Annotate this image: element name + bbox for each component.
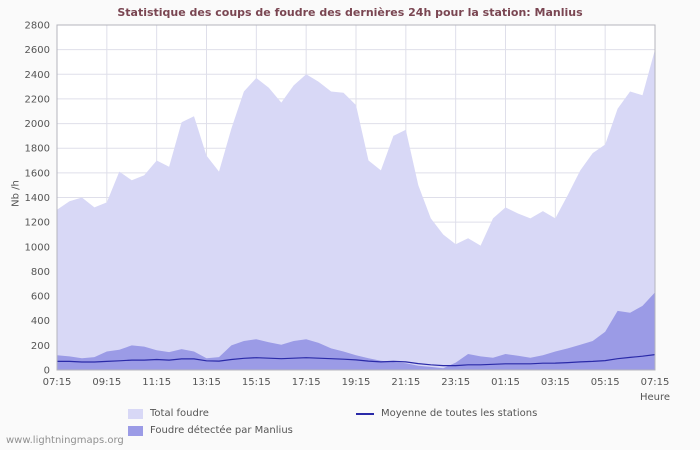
legend-item-moyenne-stations: Moyenne de toutes les stations — [356, 405, 537, 422]
svg-text:07:15: 07:15 — [641, 377, 670, 388]
svg-text:1400: 1400 — [25, 193, 50, 204]
watermark: www.lightningmaps.org — [6, 435, 124, 446]
total-foudre-swatch-icon — [128, 408, 143, 419]
chart-title: Statistique des coups de foudre des dern… — [117, 6, 583, 19]
x-axis-label: Heure — [639, 392, 670, 403]
svg-text:2600: 2600 — [25, 45, 50, 56]
svg-text:01:15: 01:15 — [491, 377, 520, 388]
svg-text:2800: 2800 — [25, 21, 50, 32]
svg-text:07:15: 07:15 — [43, 377, 72, 388]
svg-text:1600: 1600 — [25, 168, 50, 179]
svg-text:0: 0 — [44, 366, 50, 377]
svg-text:19:15: 19:15 — [342, 377, 371, 388]
svg-text:2200: 2200 — [25, 94, 50, 105]
svg-text:23:15: 23:15 — [441, 377, 470, 388]
legend-label-total-foudre: Total foudre — [150, 408, 209, 419]
svg-text:2400: 2400 — [25, 70, 50, 81]
svg-text:09:15: 09:15 — [92, 377, 121, 388]
chart-legend: Total foudre Moyenne de toutes les stati… — [128, 405, 537, 439]
legend-label-foudre-manlius: Foudre détectée par Manlius — [150, 425, 293, 436]
svg-text:1000: 1000 — [25, 242, 50, 253]
svg-text:800: 800 — [31, 267, 50, 278]
svg-text:11:15: 11:15 — [142, 377, 171, 388]
svg-text:13:15: 13:15 — [192, 377, 221, 388]
svg-text:17:15: 17:15 — [292, 377, 321, 388]
legend-item-total-foudre: Total foudre — [128, 405, 356, 422]
svg-text:05:15: 05:15 — [591, 377, 620, 388]
svg-text:03:15: 03:15 — [541, 377, 570, 388]
svg-text:2000: 2000 — [25, 119, 50, 130]
legend-item-foudre-manlius: Foudre détectée par Manlius — [128, 422, 356, 439]
legend-label-moyenne-stations: Moyenne de toutes les stations — [381, 408, 538, 419]
y-axis-label: Nb /h — [10, 180, 22, 207]
svg-text:400: 400 — [31, 316, 50, 327]
svg-text:15:15: 15:15 — [242, 377, 271, 388]
foudre-manlius-swatch-icon — [128, 425, 143, 436]
svg-text:600: 600 — [31, 292, 50, 303]
svg-text:1800: 1800 — [25, 144, 50, 155]
svg-text:1200: 1200 — [25, 218, 50, 229]
svg-text:21:15: 21:15 — [391, 377, 420, 388]
svg-text:200: 200 — [31, 341, 50, 352]
moyenne-stations-line-swatch-icon — [356, 412, 374, 415]
